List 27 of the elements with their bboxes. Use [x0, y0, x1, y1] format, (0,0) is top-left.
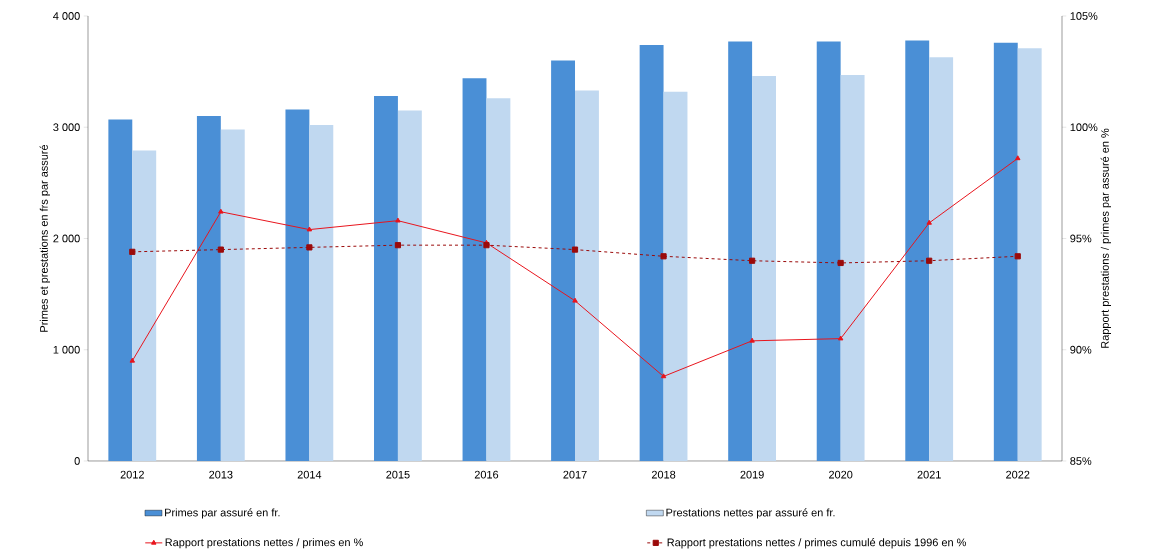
x-tick-label: 2022	[1006, 470, 1030, 479]
x-tick-label: 2017	[563, 470, 587, 479]
y2-tick-label: 100%	[1070, 123, 1098, 132]
legend-label: Primes par assuré en fr.	[165, 508, 280, 519]
x-tick-label: 2014	[297, 470, 322, 479]
y2-tick-label: 90%	[1070, 345, 1092, 354]
y-tick-label: 3 000	[53, 123, 80, 132]
legend-label: Prestations nettes par assuré en fr.	[666, 508, 835, 519]
y2-tick-label: 85%	[1070, 457, 1092, 465]
legend-label: Rapport prestations nettes / primes en %	[165, 538, 363, 549]
y-tick-label: 4 000	[53, 12, 80, 20]
x-tick-label: 2016	[474, 470, 499, 479]
x-tick-label: 2013	[209, 470, 233, 479]
x-tick-label: 2012	[120, 470, 144, 479]
y2-tick-label: 95%	[1070, 234, 1092, 243]
x-tick-label: 2020	[829, 470, 853, 479]
x-tick-label: 2018	[651, 470, 676, 479]
y2-tick-label: 105%	[1070, 12, 1098, 20]
y2-axis-title: Rapport prestations / primes par assuré en %	[1100, 128, 1111, 348]
x-tick-label: 2019	[740, 470, 764, 479]
y-tick-label: 1 000	[53, 345, 80, 354]
legend-label: Rapport prestations nettes / primes cumulé depuis 1996 en %	[667, 538, 967, 549]
x-tick-label: 2021	[917, 470, 941, 479]
y-axis-title: Primes et prestations en frs par assuré	[39, 144, 50, 332]
x-tick-label: 2015	[386, 470, 410, 479]
y-tick-label: 2 000	[53, 234, 80, 243]
y-tick-label: 0	[74, 457, 80, 465]
